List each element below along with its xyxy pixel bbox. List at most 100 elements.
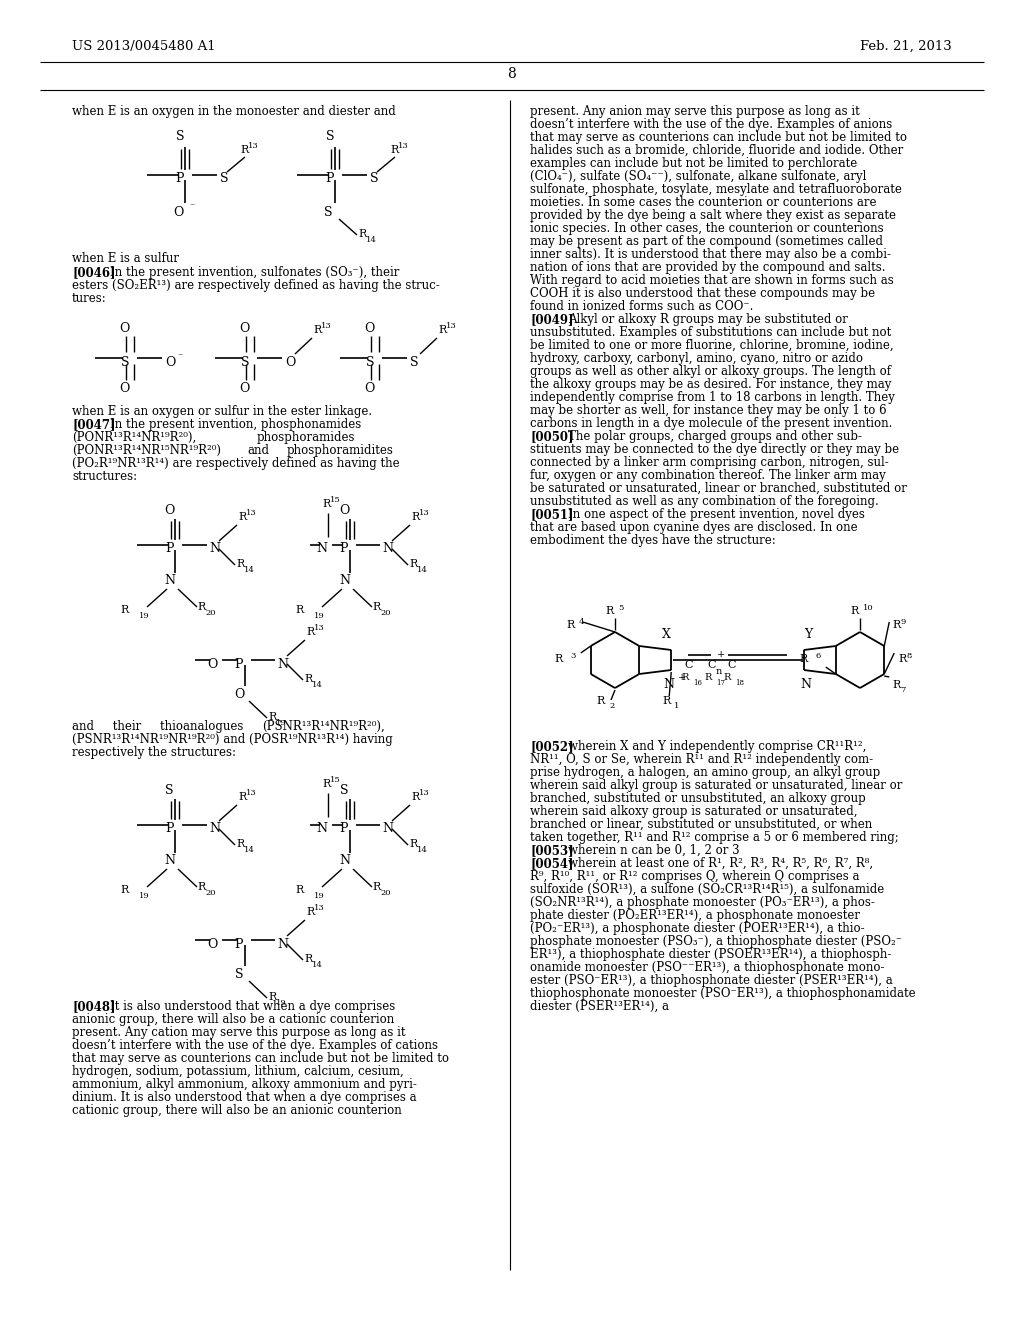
Text: (PONR¹³R¹⁴NR¹⁵NR¹⁹R²⁰): (PONR¹³R¹⁴NR¹⁵NR¹⁹R²⁰) xyxy=(72,444,221,457)
Text: phosphoramides: phosphoramides xyxy=(257,432,355,444)
Text: 19: 19 xyxy=(314,892,325,900)
Text: P: P xyxy=(340,543,348,556)
Text: embodiment the dyes have the structure:: embodiment the dyes have the structure: xyxy=(530,535,776,546)
Text: S: S xyxy=(366,355,374,368)
Text: n: n xyxy=(716,667,722,676)
Text: Y: Y xyxy=(805,628,813,642)
Text: 13: 13 xyxy=(419,789,430,797)
Text: S: S xyxy=(176,131,184,144)
Text: R: R xyxy=(682,673,689,682)
Text: N: N xyxy=(316,543,328,556)
Text: groups as well as other alkyl or alkoxy groups. The length of: groups as well as other alkyl or alkoxy … xyxy=(530,366,891,378)
Text: O: O xyxy=(364,381,374,395)
Text: sulfoxide (SOR¹³), a sulfone (SO₂CR¹³R¹⁴R¹⁵), a sulfonamide: sulfoxide (SOR¹³), a sulfone (SO₂CR¹³R¹⁴… xyxy=(530,883,885,896)
Text: phosphate monoester (PSO₃⁻), a thiophosphate diester (PSO₂⁻: phosphate monoester (PSO₃⁻), a thiophosp… xyxy=(530,935,902,948)
Text: X: X xyxy=(662,628,671,642)
Text: (PSNR¹³R¹⁴NR¹⁹NR¹⁹R²⁰) and (POSR¹⁹NR¹³R¹⁴) having: (PSNR¹³R¹⁴NR¹⁹NR¹⁹R²⁰) and (POSR¹⁹NR¹³R¹… xyxy=(72,733,393,746)
Text: 3: 3 xyxy=(570,652,577,660)
Text: R: R xyxy=(296,884,304,895)
Text: nation of ions that are provided by the compound and salts.: nation of ions that are provided by the … xyxy=(530,261,886,275)
Text: R: R xyxy=(240,145,248,154)
Text: 8: 8 xyxy=(508,67,516,81)
Text: O: O xyxy=(207,657,217,671)
Text: 8: 8 xyxy=(906,652,911,660)
Text: O: O xyxy=(207,937,217,950)
Text: S: S xyxy=(121,355,129,368)
Text: 20: 20 xyxy=(380,609,390,616)
Text: present. Any anion may serve this purpose as long as it: present. Any anion may serve this purpos… xyxy=(530,106,860,117)
Text: R: R xyxy=(663,696,671,706)
Text: anionic group, there will also be a cationic counterion: anionic group, there will also be a cati… xyxy=(72,1012,394,1026)
Text: [0051]: [0051] xyxy=(530,508,573,521)
Text: branched or linear, substituted or unsubstituted, or when: branched or linear, substituted or unsub… xyxy=(530,818,872,832)
Text: 1: 1 xyxy=(674,702,680,710)
Text: R: R xyxy=(566,620,574,630)
Text: S: S xyxy=(241,355,249,368)
Text: R: R xyxy=(555,653,563,664)
Text: 19: 19 xyxy=(314,612,325,620)
Text: N: N xyxy=(382,822,393,836)
Text: R: R xyxy=(892,680,900,690)
Text: US 2013/0045480 A1: US 2013/0045480 A1 xyxy=(72,40,216,53)
Text: 14: 14 xyxy=(417,846,428,854)
Text: NR¹¹, O, S or Se, wherein R¹¹ and R¹² independently com-: NR¹¹, O, S or Se, wherein R¹¹ and R¹² in… xyxy=(530,752,873,766)
Text: hydrogen, sodium, potassium, lithium, calcium, cesium,: hydrogen, sodium, potassium, lithium, ca… xyxy=(72,1065,403,1078)
Text: 15: 15 xyxy=(330,496,341,504)
Text: respectively the structures:: respectively the structures: xyxy=(72,746,236,759)
Text: 13: 13 xyxy=(398,143,409,150)
Text: P: P xyxy=(166,543,174,556)
Text: N: N xyxy=(382,543,393,556)
Text: +: + xyxy=(678,673,686,682)
Text: C: C xyxy=(727,660,735,671)
Text: 13: 13 xyxy=(419,510,430,517)
Text: R: R xyxy=(238,792,246,803)
Text: [0049]: [0049] xyxy=(530,313,573,326)
Text: ⁻: ⁻ xyxy=(177,352,182,360)
Text: ester (PSO⁻ER¹³), a thiophosphonate diester (PSER¹³ER¹⁴), a: ester (PSO⁻ER¹³), a thiophosphonate dies… xyxy=(530,974,893,987)
Text: +: + xyxy=(717,649,725,659)
Text: may be present as part of the compound (sometimes called: may be present as part of the compound (… xyxy=(530,235,883,248)
Text: R: R xyxy=(268,711,276,722)
Text: phate diester (PO₂ER¹³ER¹⁴), a phosphonate monoester: phate diester (PO₂ER¹³ER¹⁴), a phosphona… xyxy=(530,909,860,921)
Text: R: R xyxy=(197,882,205,892)
Text: (SO₂NR¹³R¹⁴), a phosphate monoester (PO₃⁻ER¹³), a phos-: (SO₂NR¹³R¹⁴), a phosphate monoester (PO₃… xyxy=(530,896,874,909)
Text: 14: 14 xyxy=(366,236,377,244)
Text: R: R xyxy=(121,884,129,895)
Text: 14: 14 xyxy=(312,961,323,969)
Text: R: R xyxy=(597,696,605,706)
Text: when E is an oxygen in the monoester and diester and: when E is an oxygen in the monoester and… xyxy=(72,106,395,117)
Text: 13: 13 xyxy=(314,624,325,632)
Text: N: N xyxy=(316,822,328,836)
Text: R: R xyxy=(892,620,900,630)
Text: R: R xyxy=(304,675,312,684)
Text: It is also understood that when a dye comprises: It is also understood that when a dye co… xyxy=(110,1001,395,1012)
Text: branched, substituted or unsubstituted, an alkoxy group: branched, substituted or unsubstituted, … xyxy=(530,792,865,805)
Text: 13: 13 xyxy=(446,322,457,330)
Text: wherein at least one of R¹, R², R³, R⁴, R⁵, R⁶, R⁷, R⁸,: wherein at least one of R¹, R², R³, R⁴, … xyxy=(568,857,873,870)
Text: R: R xyxy=(268,993,276,1002)
Text: Alkyl or alkoxy R groups may be substituted or: Alkyl or alkoxy R groups may be substitu… xyxy=(568,313,848,326)
Text: 13: 13 xyxy=(248,143,259,150)
Text: O: O xyxy=(239,322,249,334)
Text: R: R xyxy=(306,627,314,638)
Text: 14: 14 xyxy=(244,846,255,854)
Text: 19: 19 xyxy=(139,612,150,620)
Text: N: N xyxy=(278,937,288,950)
Text: R: R xyxy=(409,558,417,569)
Text: N: N xyxy=(664,677,675,690)
Text: 4: 4 xyxy=(579,618,585,626)
Text: R: R xyxy=(898,653,906,664)
Text: fur, oxygen or any combination thereof. The linker arm may: fur, oxygen or any combination thereof. … xyxy=(530,469,886,482)
Text: 20: 20 xyxy=(380,888,390,898)
Text: 14: 14 xyxy=(417,566,428,574)
Text: 10: 10 xyxy=(863,605,873,612)
Text: sulfonate, phosphate, tosylate, mesylate and tetrafluoroborate: sulfonate, phosphate, tosylate, mesylate… xyxy=(530,183,902,195)
Text: R: R xyxy=(306,907,314,917)
Text: [0048]: [0048] xyxy=(72,1001,116,1012)
Text: R: R xyxy=(800,653,808,664)
Text: wherein said alkoxy group is saturated or unsaturated,: wherein said alkoxy group is saturated o… xyxy=(530,805,857,818)
Text: O: O xyxy=(119,322,129,334)
Text: carbons in length in a dye molecule of the present invention.: carbons in length in a dye molecule of t… xyxy=(530,417,892,430)
Text: 13: 13 xyxy=(246,510,257,517)
Text: R: R xyxy=(238,512,246,521)
